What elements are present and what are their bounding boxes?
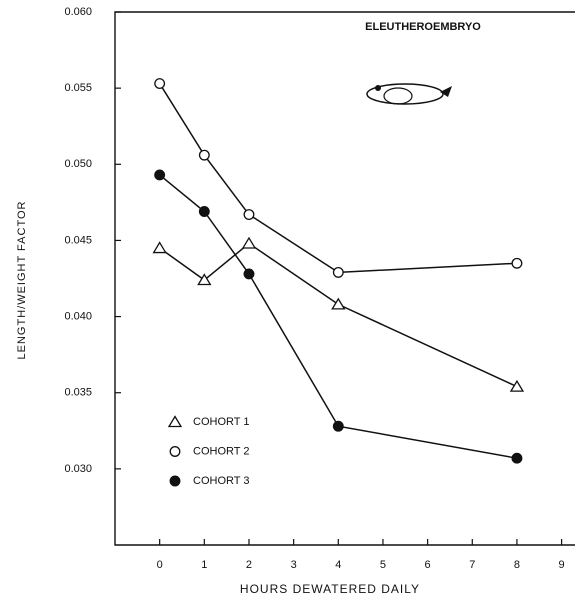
marker bbox=[243, 268, 255, 280]
x-tick-label: 5 bbox=[380, 559, 386, 571]
marker bbox=[332, 266, 344, 278]
y-tick-label: 0.045 bbox=[64, 234, 92, 246]
fish-illustration bbox=[366, 83, 452, 105]
y-tick-label: 0.060 bbox=[64, 6, 92, 18]
x-tick-label: 1 bbox=[201, 559, 207, 571]
y-tick-label: 0.050 bbox=[64, 158, 92, 170]
marker bbox=[154, 169, 166, 181]
y-axis-label: LENGTH/WEIGHT FACTOR bbox=[16, 201, 28, 360]
series-line bbox=[159, 242, 518, 388]
x-tick-label: 4 bbox=[335, 559, 341, 571]
legend-label: COHORT 3 bbox=[193, 475, 249, 487]
series-line bbox=[159, 83, 517, 274]
legend-marker bbox=[169, 475, 181, 487]
marker bbox=[198, 149, 210, 161]
x-tick-label: 3 bbox=[291, 559, 297, 571]
legend-marker bbox=[167, 415, 183, 428]
marker bbox=[152, 241, 167, 254]
marker bbox=[198, 206, 210, 217]
marker bbox=[511, 257, 523, 269]
marker bbox=[332, 420, 344, 432]
y-tick-label: 0.055 bbox=[64, 82, 92, 94]
y-tick-label: 0.035 bbox=[64, 387, 92, 399]
marker bbox=[511, 452, 523, 464]
annotation: ELEUTHEROEMBRYO bbox=[365, 21, 481, 33]
legend-marker bbox=[169, 446, 181, 457]
marker bbox=[154, 78, 166, 90]
axes bbox=[114, 11, 575, 546]
legend-label: COHORT 1 bbox=[193, 416, 249, 428]
legend-label: COHORT 2 bbox=[193, 445, 249, 457]
marker bbox=[241, 236, 257, 249]
marker bbox=[243, 209, 255, 220]
x-tick-label: 0 bbox=[157, 559, 163, 571]
marker bbox=[509, 379, 525, 392]
x-tick-label: 9 bbox=[559, 559, 565, 571]
x-tick-label: 7 bbox=[469, 559, 475, 571]
marker bbox=[331, 297, 346, 310]
x-tick-label: 8 bbox=[514, 559, 520, 571]
y-tick-label: 0.040 bbox=[64, 310, 92, 322]
marker bbox=[197, 273, 212, 286]
y-tick-label: 0.030 bbox=[64, 463, 92, 475]
x-axis-label: HOURS DEWATERED DAILY bbox=[240, 582, 420, 596]
x-tick-label: 2 bbox=[246, 559, 252, 571]
x-tick-label: 6 bbox=[425, 559, 431, 571]
